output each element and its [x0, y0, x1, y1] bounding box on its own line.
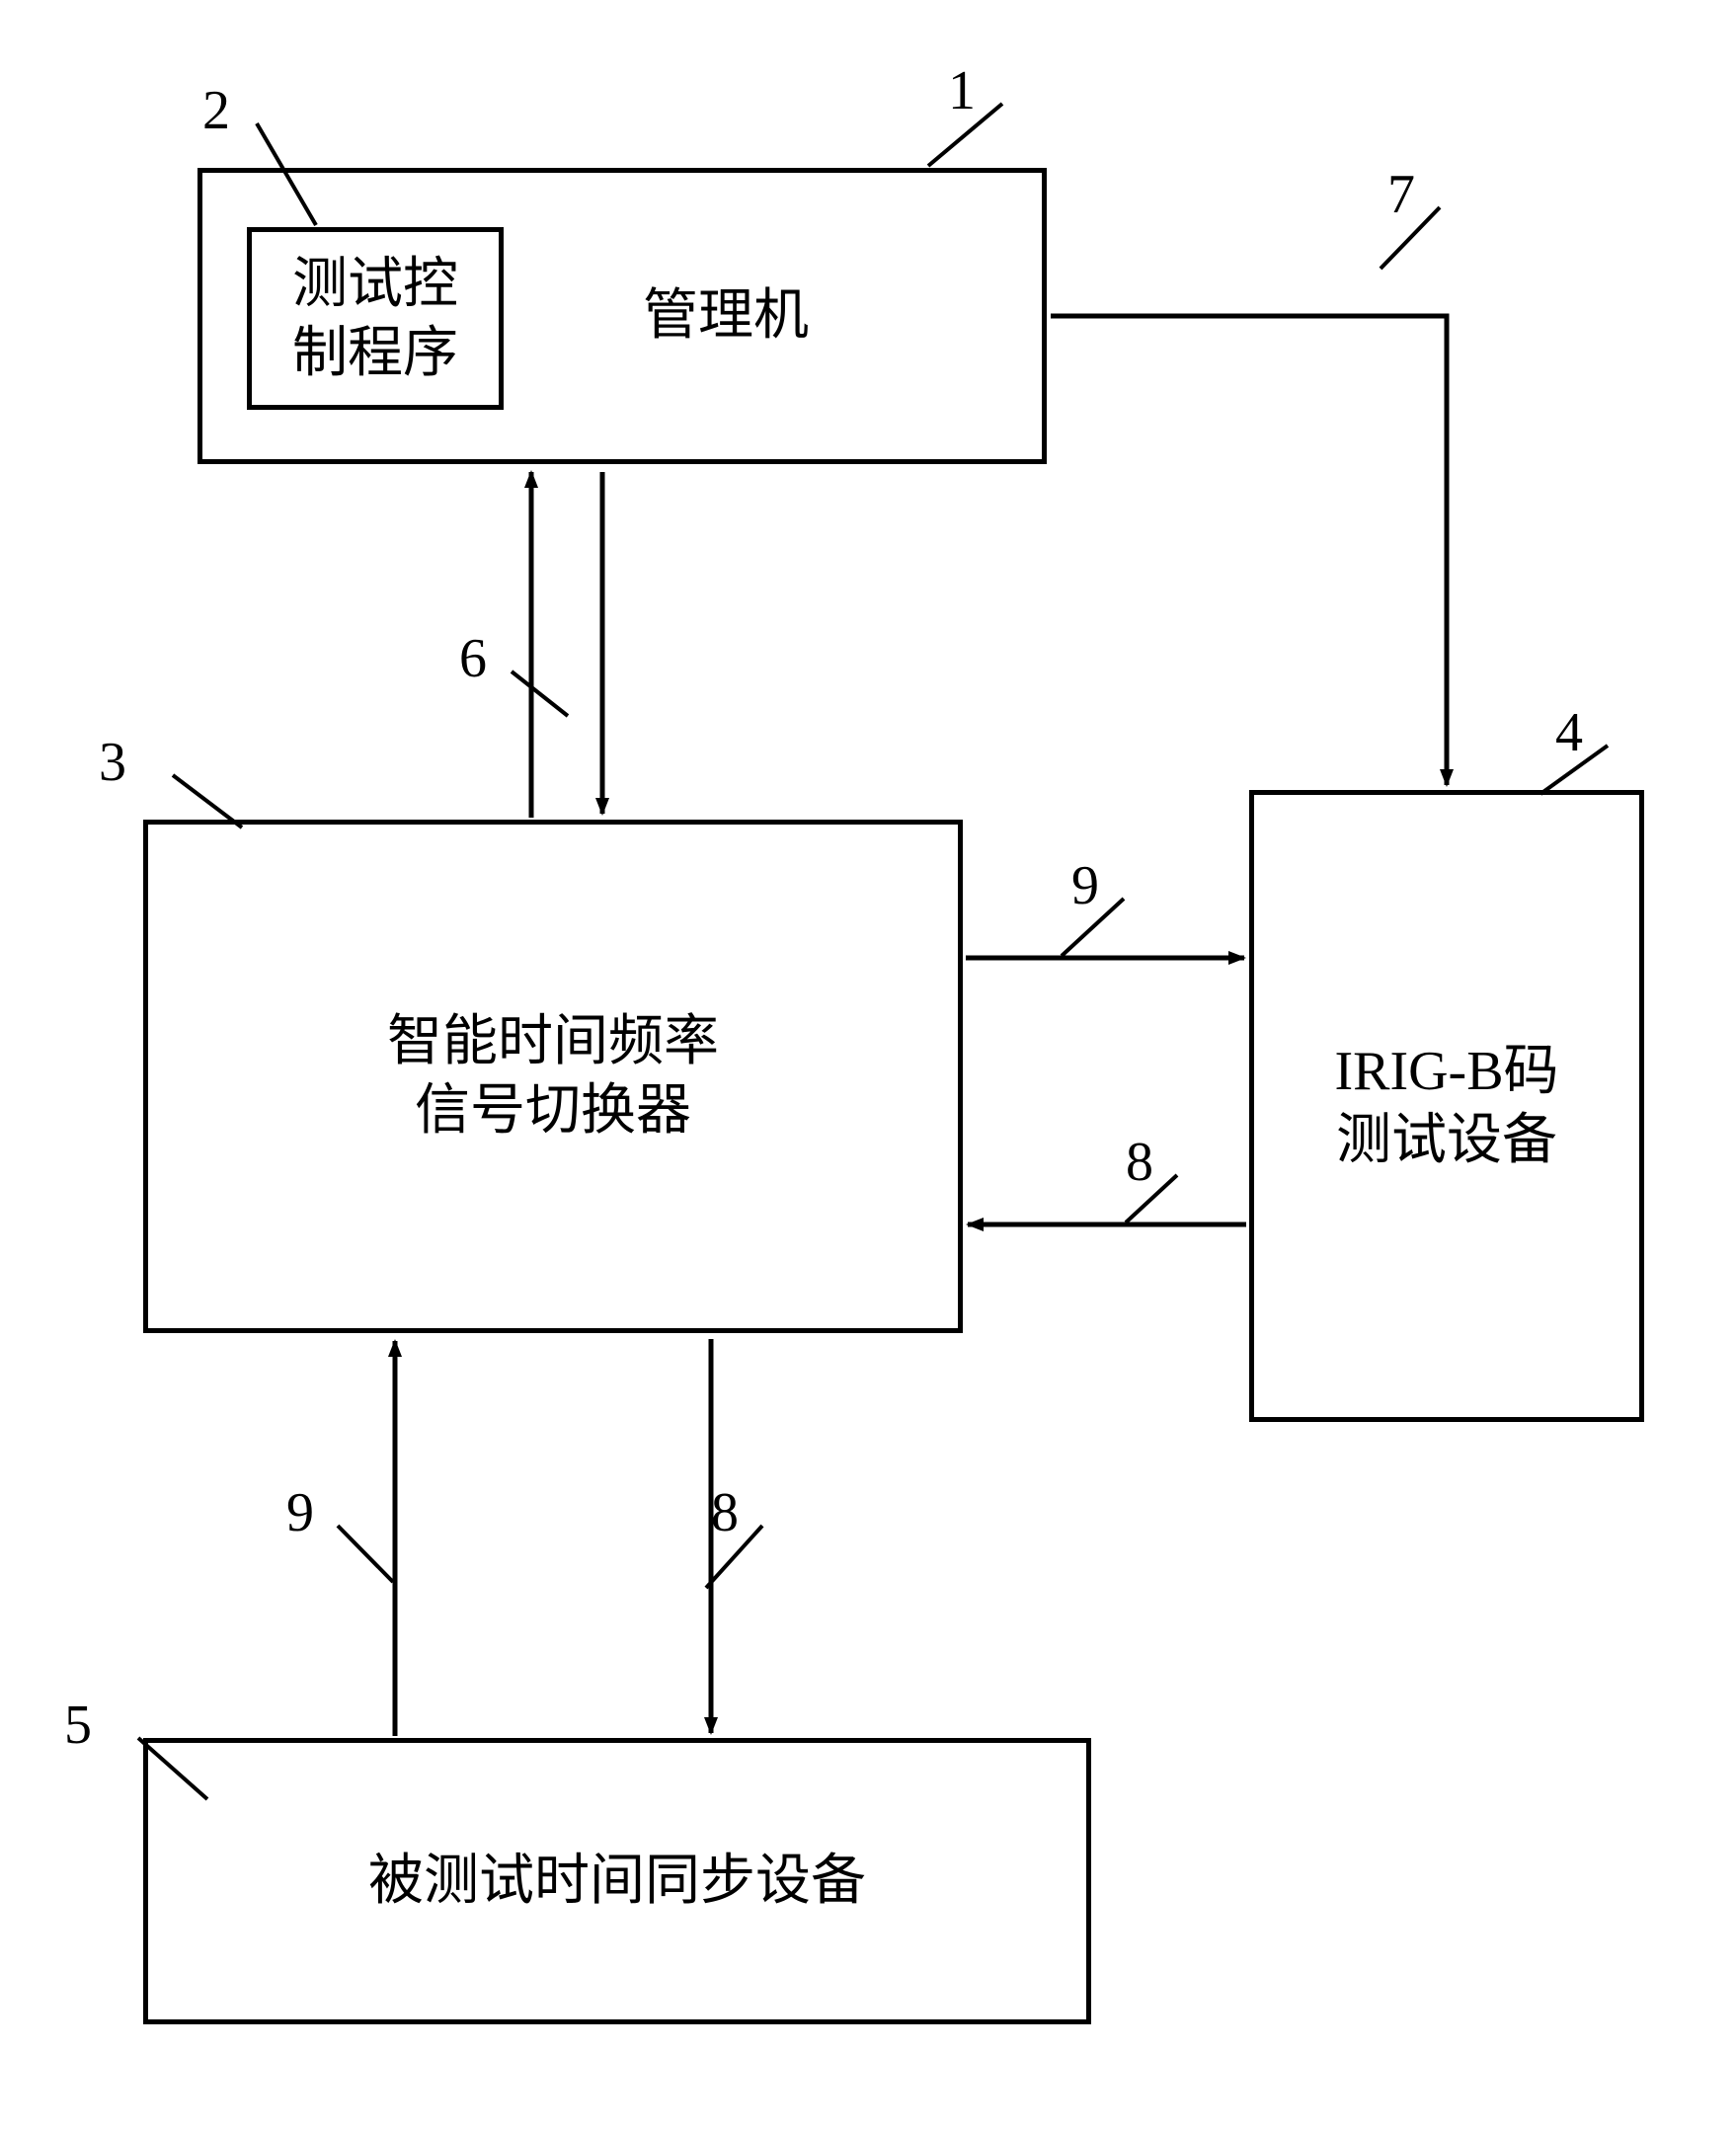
- num-1: 1: [948, 59, 976, 122]
- label-irigb: IRIG-B码 测试设备: [1334, 1037, 1558, 1175]
- num-2: 2: [202, 79, 230, 142]
- num-9b: 9: [286, 1481, 314, 1544]
- num-7: 7: [1387, 163, 1415, 226]
- num-4: 4: [1555, 701, 1583, 764]
- num-8b: 8: [711, 1481, 739, 1544]
- num-3: 3: [99, 731, 126, 794]
- box-test-control-program: 测试控 制程序: [247, 227, 504, 410]
- label-dut: 被测试时间同步设备: [368, 1847, 866, 1916]
- label-test-ctrl: 测试控 制程序: [292, 250, 458, 388]
- box-irigb: IRIG-B码 测试设备: [1249, 790, 1644, 1422]
- box-dut: 被测试时间同步设备: [143, 1738, 1091, 2024]
- box-switcher: 智能时间频率 信号切换器: [143, 820, 963, 1333]
- label-manager: 管理机: [643, 281, 809, 351]
- diagram-canvas: 管理机 测试控 制程序 智能时间频率 信号切换器 IRIG-B码 测试设备 被测…: [0, 0, 1736, 2130]
- label-switcher: 智能时间频率 信号切换器: [387, 1007, 719, 1145]
- box-manager: 管理机 测试控 制程序: [197, 168, 1047, 464]
- num-9a: 9: [1071, 854, 1099, 917]
- num-5: 5: [64, 1694, 92, 1757]
- num-6: 6: [459, 627, 487, 690]
- num-8a: 8: [1126, 1131, 1153, 1194]
